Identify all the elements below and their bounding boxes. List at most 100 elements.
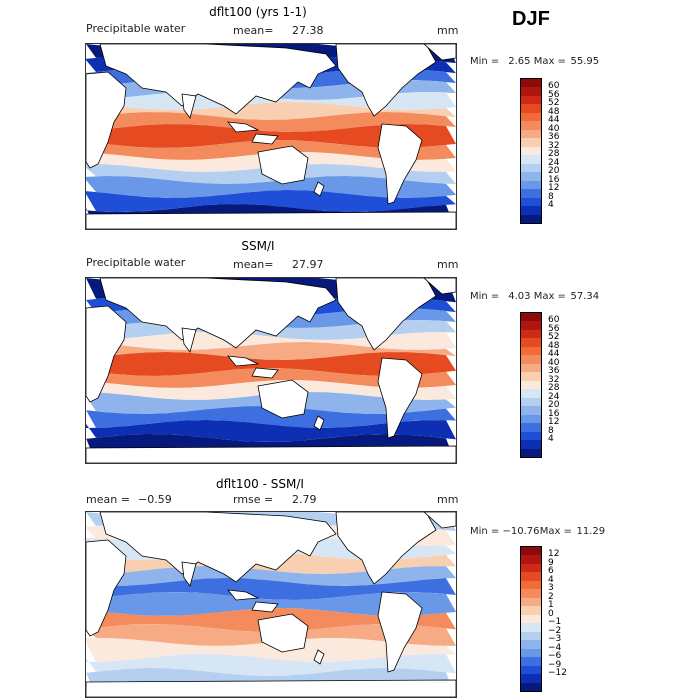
- colorbar-swatch: [521, 112, 541, 122]
- colorbar-tick-label: 2: [548, 591, 554, 602]
- colorbar-swatch: [521, 346, 541, 356]
- continent-outline: [86, 539, 127, 637]
- continent-outline: [181, 561, 197, 587]
- panel-1-field: [86, 44, 456, 229]
- continent-outline: [313, 181, 325, 197]
- contour-band: [86, 406, 456, 428]
- colorbar-swatch: [521, 180, 541, 190]
- colorbar-swatch: [521, 95, 541, 105]
- continent-outline: [377, 357, 423, 439]
- panel-1-variable-label: Precipitable water: [86, 22, 186, 35]
- panel-3-rmse-label: rmse =: [233, 493, 274, 506]
- panel-3-mean-label: mean =: [86, 493, 130, 506]
- continent-outline: [313, 415, 325, 431]
- colorbar-swatch: [521, 614, 541, 624]
- colorbar-tick-label: 8: [548, 425, 554, 436]
- colorbar-swatch: [521, 648, 541, 658]
- panel-2-min-label: Min =: [470, 291, 500, 302]
- colorbar-tick-label: 3: [548, 583, 554, 594]
- continent-outline: [335, 44, 437, 117]
- panel-2-unit: mm: [437, 258, 459, 271]
- continent-outline: [335, 512, 437, 585]
- colorbar-swatch: [521, 189, 541, 198]
- panel-2-max-label: Max =: [533, 291, 566, 302]
- colorbar-tick-label: 32: [548, 140, 560, 151]
- colorbar-tick-label: 40: [548, 357, 560, 368]
- colorbar-tick-label: −9: [548, 659, 562, 670]
- colorbar-tick-label: 20: [548, 400, 560, 411]
- colorbar-tick-label: 28: [548, 383, 560, 394]
- colorbar-tick-label: 0: [548, 608, 554, 619]
- colorbar-swatch: [521, 155, 541, 164]
- continent-outline: [257, 613, 309, 653]
- colorbar-swatch: [521, 363, 541, 373]
- panel-1-max-value: 55.95: [570, 56, 600, 67]
- colorbar-swatch: [521, 355, 541, 364]
- colorbar-swatch: [521, 657, 541, 666]
- colorbar-tick-label: 4: [548, 434, 554, 445]
- colorbar-tick-label: 60: [548, 315, 560, 326]
- colorbar-swatch: [521, 431, 541, 441]
- panel-1-min-value: 2.65: [508, 56, 531, 67]
- colorbar-tick-label: 56: [548, 323, 560, 334]
- panel-1-title: dflt100 (yrs 1-1): [209, 5, 307, 19]
- panel-2-mean-label: mean=: [233, 258, 274, 271]
- continent-outline: [86, 211, 456, 229]
- colorbar-tick-label: −4: [548, 642, 562, 653]
- colorbar-tick-label: 60: [548, 81, 560, 92]
- colorbar-tick-label: 36: [548, 366, 560, 377]
- continent-outline: [86, 445, 456, 463]
- panel-1-mean-value: 27.38: [292, 24, 324, 37]
- panel-1-unit: mm: [437, 24, 459, 37]
- colorbar-swatch: [521, 572, 541, 581]
- panel-1-colorbar: [520, 78, 542, 224]
- colorbar-swatch: [521, 129, 541, 139]
- colorbar-swatch: [521, 682, 541, 691]
- colorbar-swatch: [521, 146, 541, 156]
- colorbar-tick-label: 12: [548, 183, 560, 194]
- colorbar-swatch: [521, 372, 541, 381]
- colorbar-tick-label: 20: [548, 166, 560, 177]
- colorbar-tick-label: 6: [548, 566, 554, 577]
- colorbar-swatch: [521, 389, 541, 398]
- panel-1-continents: [86, 44, 456, 229]
- panel-3-title: dflt100 - SSM/I: [216, 477, 304, 491]
- contour-band: [86, 342, 456, 360]
- colorbar-tick-label: −12: [548, 668, 567, 679]
- contour-band: [86, 112, 456, 132]
- colorbar-tick-label: 16: [548, 174, 560, 185]
- panel-2-minmax: Min = 4.03 Max = 57.34: [470, 291, 599, 302]
- colorbar-tick-label: 36: [548, 132, 560, 143]
- colorbar-swatch: [521, 606, 541, 615]
- colorbar-tick-label: 40: [548, 123, 560, 134]
- colorbar-swatch: [521, 104, 541, 113]
- colorbar-tick-label: 44: [548, 115, 560, 126]
- continent-outline: [257, 379, 309, 419]
- colorbar-tick-label: −2: [548, 625, 562, 636]
- colorbar-swatch: [521, 580, 541, 590]
- colorbar-swatch: [521, 597, 541, 607]
- colorbar-swatch: [521, 397, 541, 407]
- colorbar-swatch: [521, 313, 541, 322]
- panel-2-colorbar-ticks: 60 56 52 48 44 40 36 32 28 24 20 16 12 8 4: [548, 312, 578, 458]
- colorbar-tick-label: 9: [548, 557, 554, 568]
- contour-band: [86, 190, 456, 212]
- panel-2-variable-label: Precipitable water: [86, 256, 186, 269]
- continent-outline: [181, 93, 197, 119]
- contour-band: [86, 654, 456, 676]
- season-label: DJF: [512, 8, 550, 30]
- contour-band: [86, 102, 456, 120]
- colorbar-swatch: [521, 121, 541, 130]
- panel-1-minmax: Min = 2.65 Max = 55.95: [470, 56, 599, 67]
- panel-3-map: [85, 511, 457, 698]
- colorbar-tick-label: 1: [548, 600, 554, 611]
- continent-outline: [99, 278, 337, 349]
- continent-outline: [313, 649, 325, 665]
- colorbar-swatch: [521, 87, 541, 96]
- contour-band: [86, 638, 456, 662]
- colorbar-swatch: [521, 138, 541, 147]
- contour-band: [86, 352, 456, 376]
- colorbar-swatch: [521, 214, 541, 223]
- colorbar-tick-label: 8: [548, 191, 554, 202]
- continent-outline: [251, 133, 279, 145]
